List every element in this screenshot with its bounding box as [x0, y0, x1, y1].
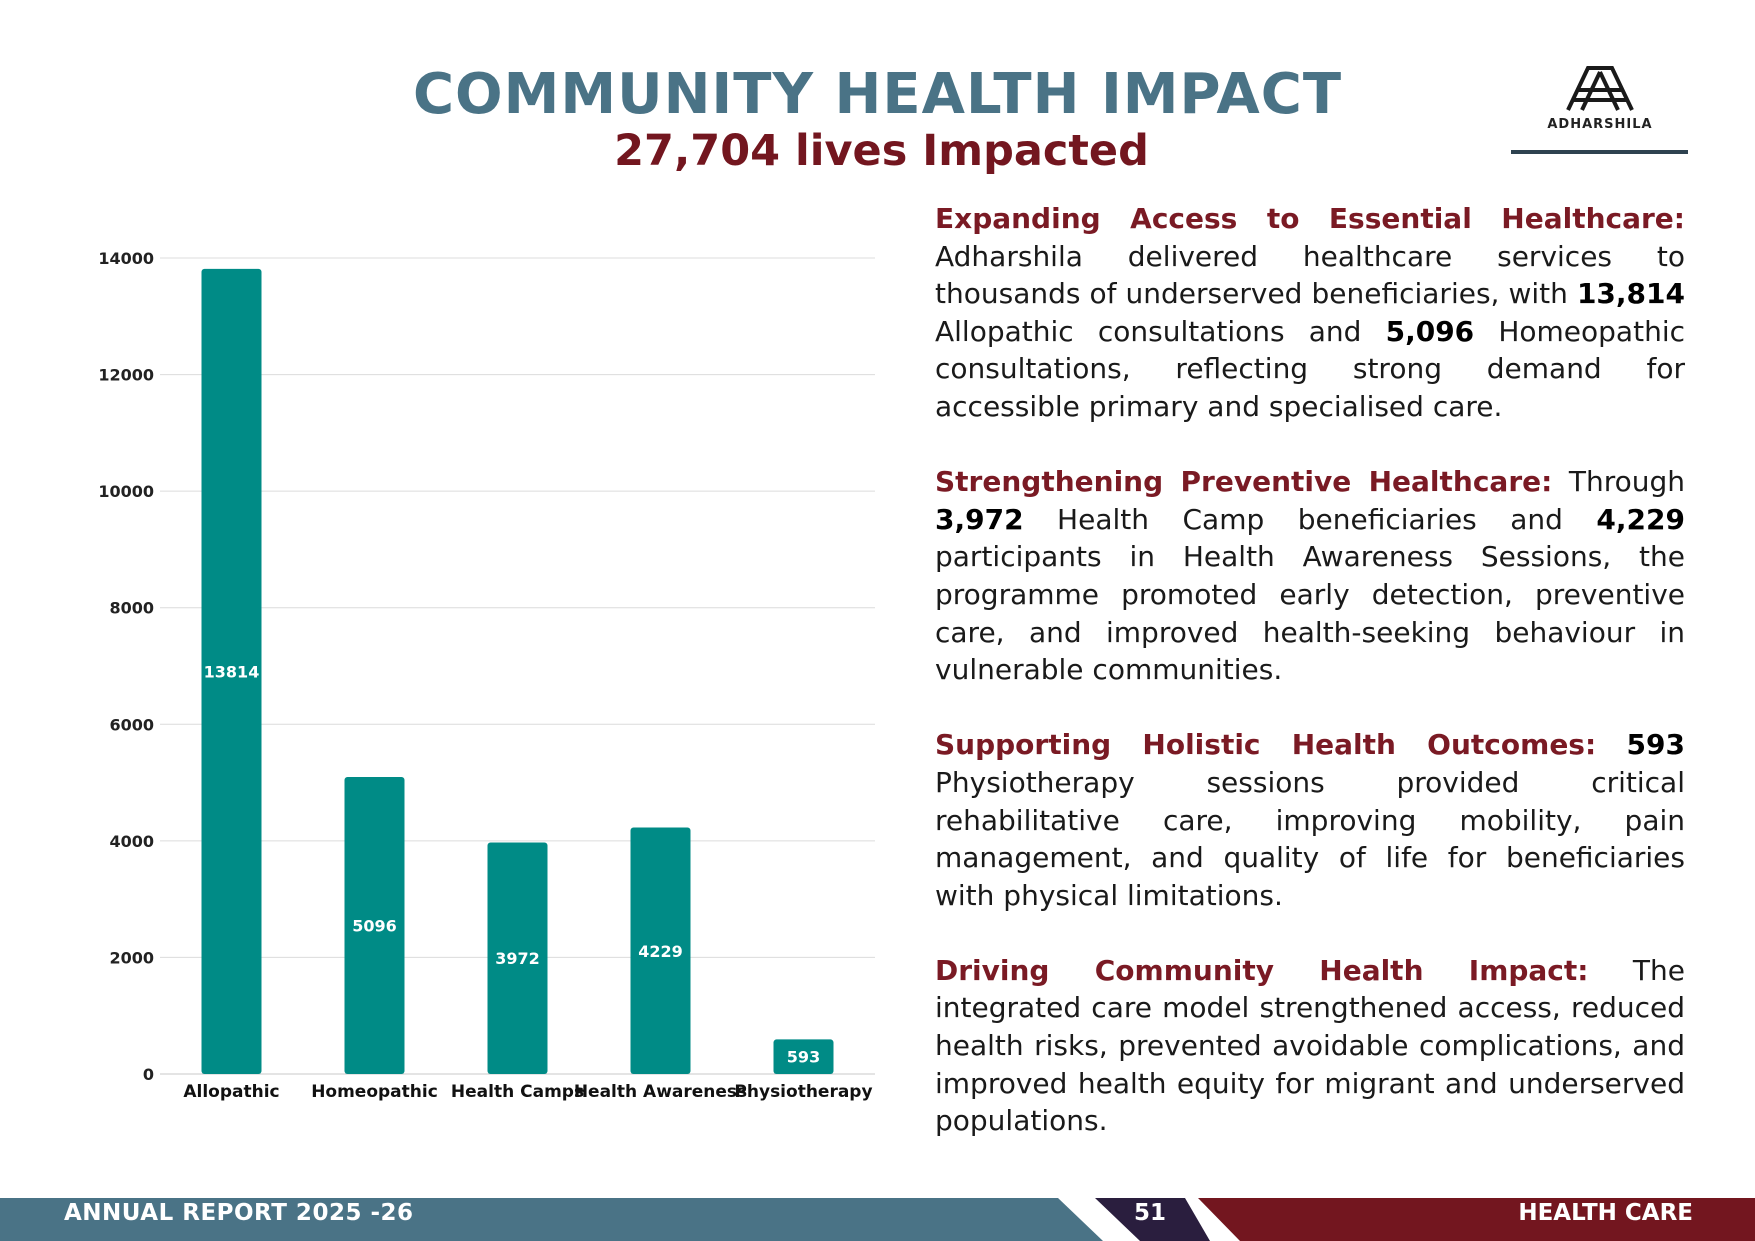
footer-report-label: ANNUAL REPORT 2025 -26 [64, 1200, 414, 1226]
page-number: 51 [1133, 1200, 1166, 1226]
data-label: 4229 [638, 942, 683, 961]
adharshila-logo-icon [1566, 66, 1634, 111]
x-category-label: Allopathic [183, 1082, 279, 1102]
x-category-label: Health Awareness [574, 1082, 747, 1102]
logo-divider [1511, 150, 1688, 154]
bar [773, 1039, 834, 1074]
y-tick-label: 2000 [109, 948, 154, 967]
lives-impacted-bar-chart: 0 2000 4000 6000 8000 10000 12000 14000 13814 All… [98, 249, 875, 1102]
data-label: 593 [787, 1048, 820, 1067]
bar [487, 842, 548, 1074]
y-tick-label: 4000 [109, 832, 154, 851]
data-label: 5096 [352, 916, 397, 935]
section-expanding-access: Expanding Access to Essential Healthcare… [935, 202, 1685, 423]
section-heading: Supporting Holistic Health Outcomes: [935, 728, 1597, 762]
section-heading: Expanding Access to Essential Healthcare… [935, 202, 1685, 235]
data-label: 3972 [495, 949, 540, 968]
page-title: COMMUNITY HEALTH IMPACT [412, 62, 1343, 127]
section-preventive-healthcare: Strengthening Preventive Healthcare: Thr… [935, 465, 1685, 687]
x-category-label: Physiotherapy [734, 1082, 872, 1102]
y-tick-label: 12000 [98, 366, 154, 385]
x-category-label: Health Camps [451, 1082, 584, 1102]
x-category-label: Homeopathic [311, 1082, 438, 1102]
section-heading: Driving Community Health Impact: [935, 953, 1589, 987]
narrative-text: Expanding Access to Essential Healthcare… [935, 200, 1685, 1177]
bar [201, 268, 262, 1074]
bar [344, 776, 405, 1074]
page-subtitle: 27,704 lives Impacted [614, 126, 1149, 176]
data-label: 13814 [204, 662, 260, 681]
y-tick-label: 8000 [109, 599, 154, 618]
section-community-impact: Driving Community Health Impact: The int… [935, 953, 1685, 1138]
y-tick-label: 6000 [109, 715, 154, 734]
section-heading: Strengthening Preventive Healthcare: [935, 465, 1553, 499]
y-tick-label: 10000 [98, 482, 154, 501]
footer-section-label: HEALTH CARE [1518, 1200, 1693, 1226]
section-holistic-health: Supporting Holistic Health Outcomes: 593… [935, 728, 1685, 912]
logo-text: ADHARSHILA [1547, 117, 1653, 132]
y-tick-label: 0 [143, 1065, 154, 1084]
bar [630, 827, 691, 1074]
y-tick-label: 14000 [98, 249, 154, 268]
